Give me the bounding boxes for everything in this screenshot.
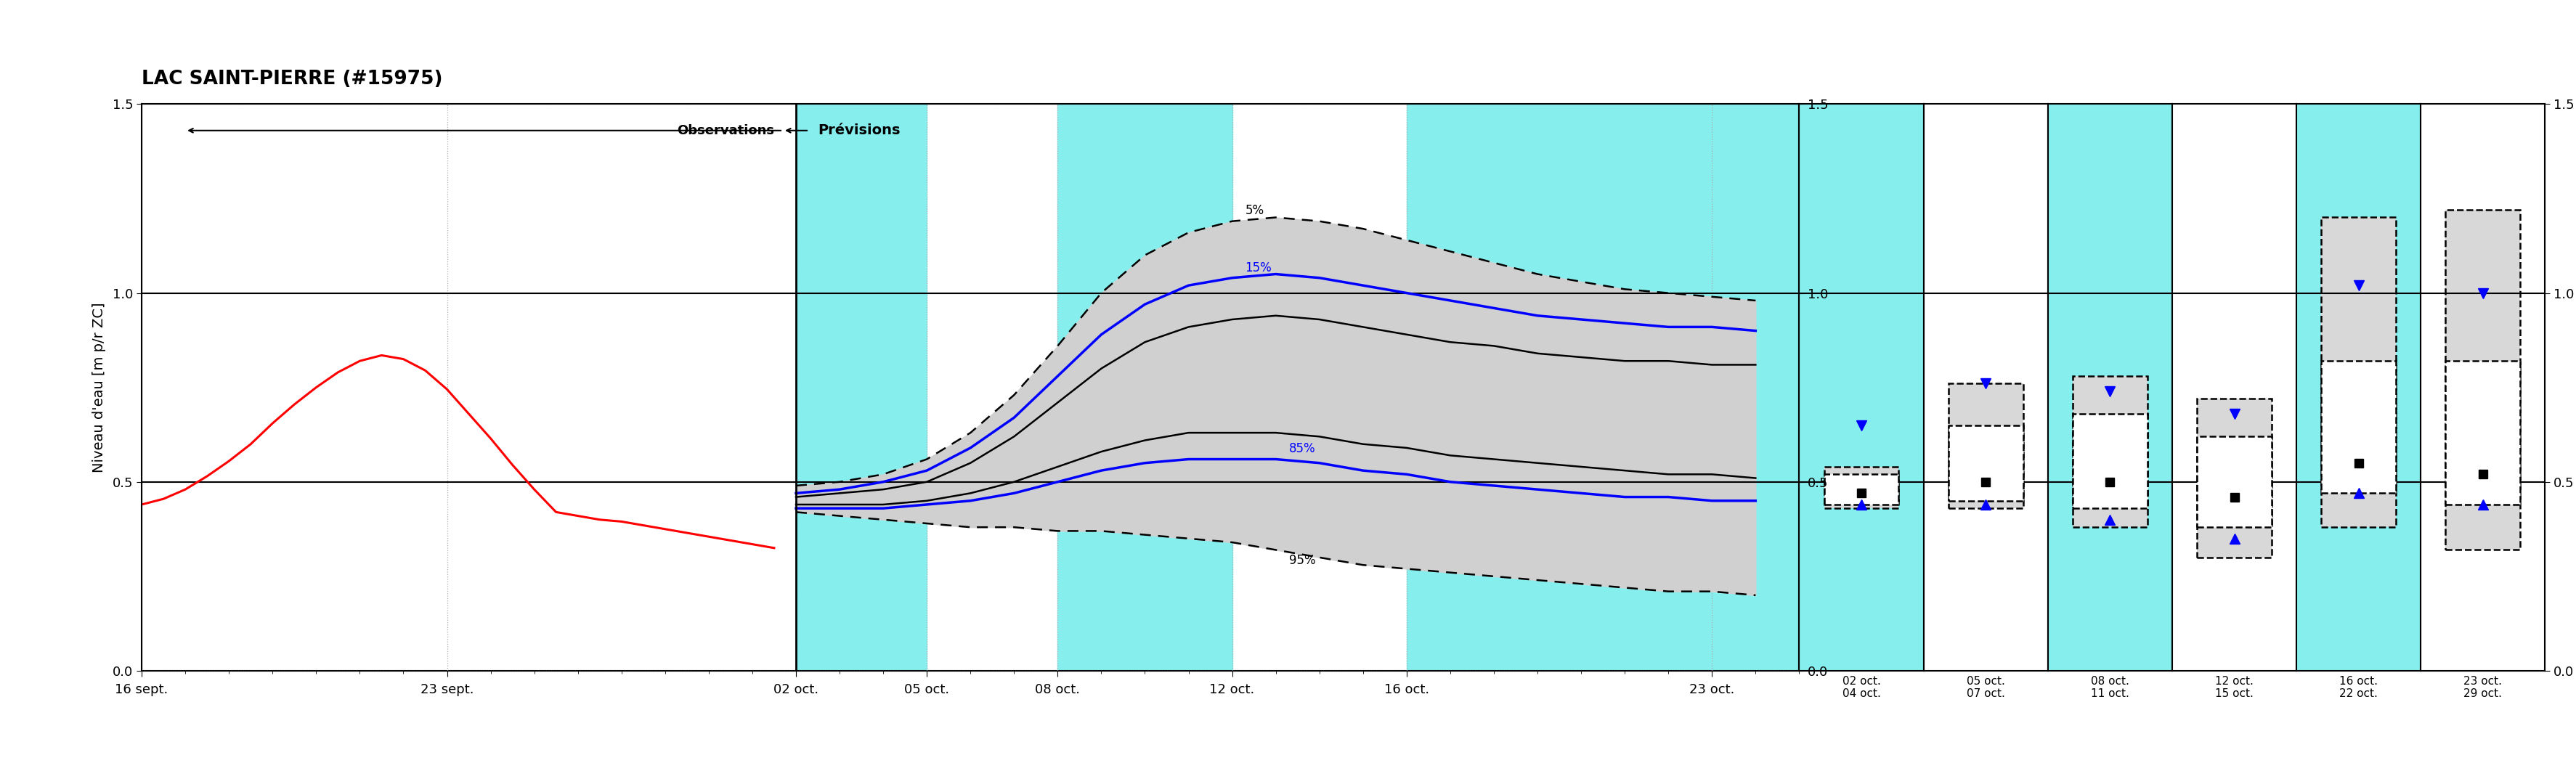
X-axis label: 02 oct.
04 oct.: 02 oct. 04 oct. bbox=[1842, 676, 1880, 699]
Bar bbox=[2321, 361, 2396, 493]
Y-axis label: Niveau d'eau [m p/r ZC]: Niveau d'eau [m p/r ZC] bbox=[93, 302, 106, 473]
Bar bbox=[1824, 466, 1899, 508]
Text: Observations: Observations bbox=[677, 124, 775, 137]
Bar bbox=[2074, 414, 2148, 508]
X-axis label: 12 oct.
15 oct.: 12 oct. 15 oct. bbox=[2215, 676, 2254, 699]
Bar bbox=[1947, 426, 2022, 501]
Bar bbox=[1824, 474, 1899, 504]
Bar bbox=[2197, 436, 2272, 527]
Bar bbox=[1406, 104, 1798, 671]
Text: LAC SAINT-PIERRE (#15975): LAC SAINT-PIERRE (#15975) bbox=[142, 70, 443, 89]
Bar bbox=[2321, 217, 2396, 527]
Bar bbox=[2197, 399, 2272, 557]
X-axis label: 05 oct.
07 oct.: 05 oct. 07 oct. bbox=[1965, 676, 2004, 699]
Text: Prévisions: Prévisions bbox=[817, 123, 899, 137]
Bar bbox=[2197, 399, 2272, 557]
Bar bbox=[1947, 384, 2022, 508]
Bar bbox=[2445, 210, 2519, 550]
Bar bbox=[1059, 104, 1231, 671]
Bar bbox=[1824, 466, 1899, 508]
Text: 85%: 85% bbox=[1288, 443, 1316, 456]
X-axis label: 08 oct.
11 oct.: 08 oct. 11 oct. bbox=[2092, 676, 2130, 699]
Bar bbox=[2074, 376, 2148, 527]
Bar bbox=[2074, 376, 2148, 527]
X-axis label: 16 oct.
22 oct.: 16 oct. 22 oct. bbox=[2339, 676, 2378, 699]
Text: 15%: 15% bbox=[1244, 261, 1273, 274]
Bar bbox=[2321, 217, 2396, 527]
Bar bbox=[2445, 210, 2519, 550]
Text: 95%: 95% bbox=[1288, 554, 1316, 567]
Text: 5%: 5% bbox=[1244, 204, 1265, 217]
X-axis label: 23 oct.
29 oct.: 23 oct. 29 oct. bbox=[2463, 676, 2501, 699]
Bar bbox=[2445, 361, 2519, 504]
Bar bbox=[1947, 384, 2022, 508]
Bar bbox=[796, 104, 927, 671]
